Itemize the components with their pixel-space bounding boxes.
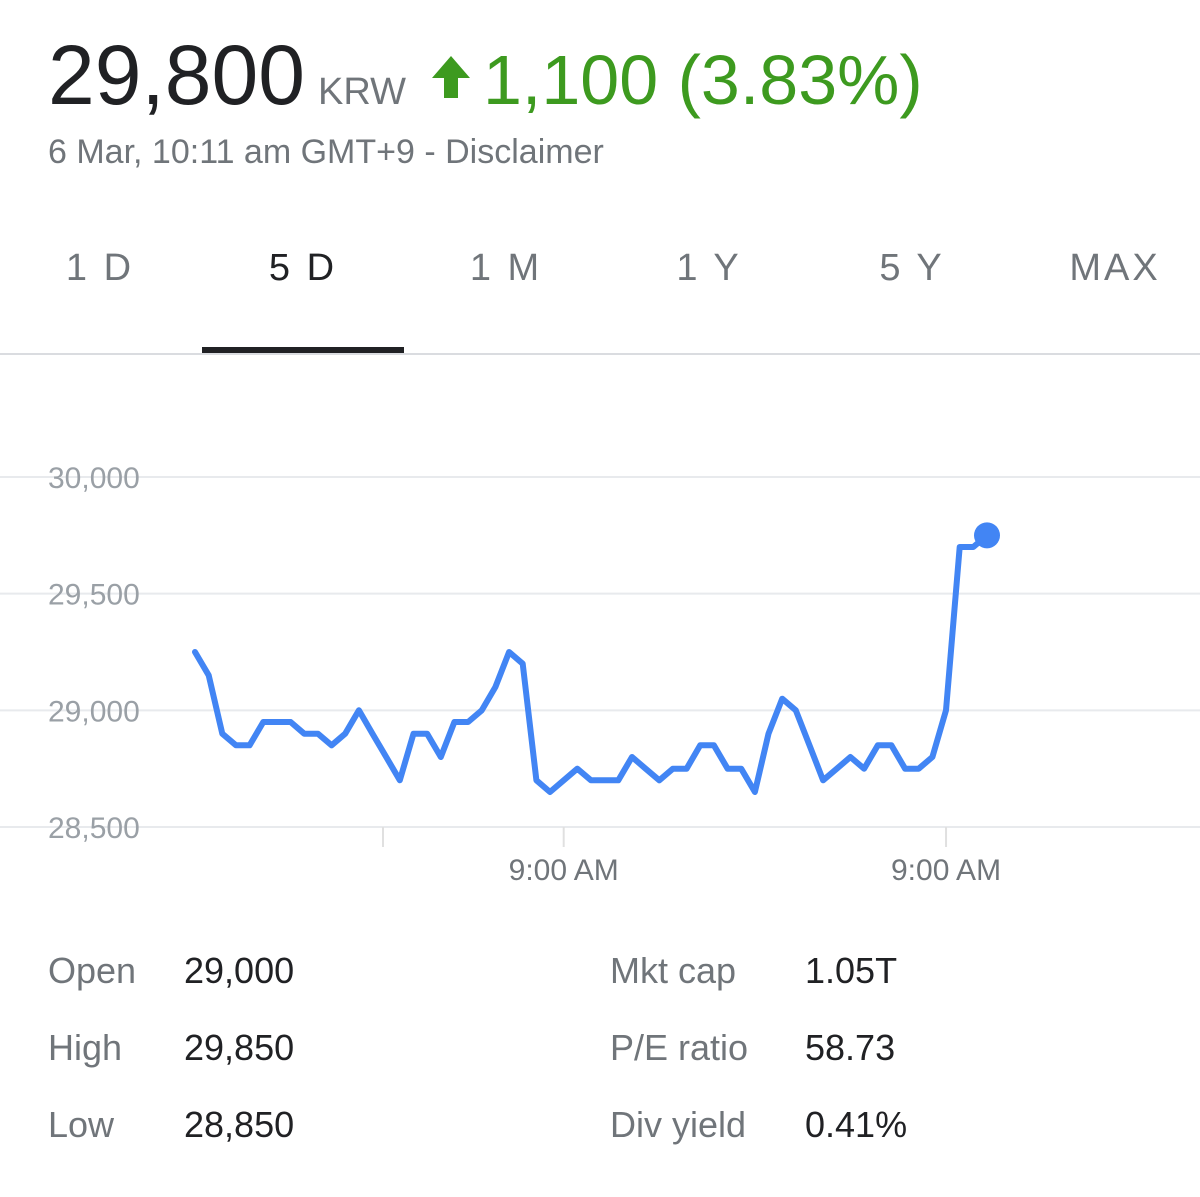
price: 29,800 (48, 28, 305, 122)
tab[interactable]: 5 D (269, 247, 337, 289)
stat-value: 29,000 (184, 950, 294, 991)
y-tick-label: 28,500 (48, 812, 140, 845)
x-tick-label: 9:00 AM (891, 854, 1001, 887)
up-arrow (432, 56, 470, 98)
last-price-dot (974, 522, 1000, 549)
tab[interactable]: MAX (1069, 247, 1160, 289)
change: 1,100 (3.83%) (483, 41, 923, 119)
stat-value: 28,850 (184, 1104, 294, 1145)
stat-label: Low (48, 1104, 115, 1145)
y-tick-label: 29,000 (48, 695, 140, 728)
stats: Open 29,000 High 29,850 Low 28,850 Mkt cap 1.05… (48, 950, 907, 1145)
currency: KRW (318, 71, 406, 113)
tabs: 1 D 5 D 1 M 1 Y 5 Y MAX (66, 247, 1160, 353)
tab[interactable]: 1 D (66, 247, 134, 289)
chart: 28,500 29,000 29,500 30,000 9:00 AM 9:00 AM (0, 462, 1200, 887)
tab[interactable]: 1 Y (676, 247, 741, 289)
price-line (192, 532, 990, 795)
timestamp: 6 Mar, 10:11 am GMT+9 - Disclaimer (48, 133, 604, 171)
stat-label: High (48, 1027, 122, 1068)
stat-value: 1.05T (805, 950, 897, 991)
tab[interactable]: 1 M (470, 247, 542, 289)
stat-label: Open (48, 950, 136, 991)
y-tick-label: 30,000 (48, 462, 140, 495)
stat-label: Div yield (610, 1104, 746, 1145)
tab-indicator (202, 347, 404, 353)
stat-label: Mkt cap (610, 950, 736, 991)
stat-label: P/E ratio (610, 1027, 748, 1068)
y-tick-label: 29,500 (48, 579, 140, 612)
stat-value: 29,850 (184, 1027, 294, 1068)
stat-value: 0.41% (805, 1104, 907, 1145)
stat-value: 58.73 (805, 1027, 895, 1068)
tab[interactable]: 5 Y (879, 247, 944, 289)
x-tick-label: 9:00 AM (509, 854, 619, 887)
